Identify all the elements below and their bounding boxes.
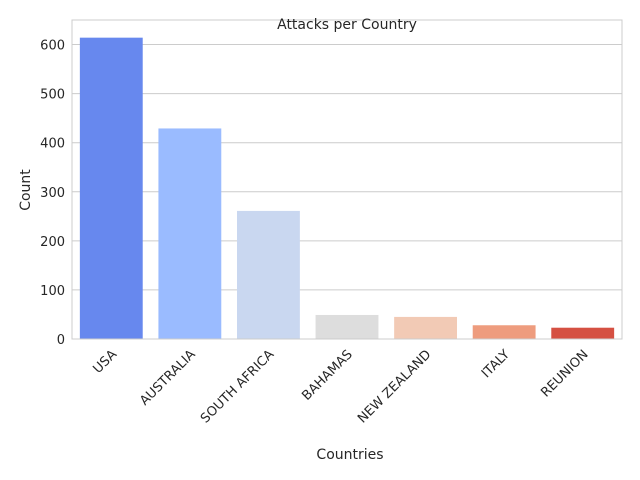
chart-title: Attacks per Country <box>277 17 417 33</box>
bar-usa <box>79 37 143 339</box>
bars <box>79 37 615 339</box>
bar-new-zealand <box>394 316 457 339</box>
x-tick-label: AUSTRALIA <box>137 347 199 409</box>
y-tick-labels: 0 100 200 300 400 500 600 <box>40 39 65 348</box>
y-tick-label: 300 <box>40 186 65 201</box>
plot-area <box>72 20 622 339</box>
y-tick-label: 0 <box>57 333 65 348</box>
y-tick-label: 500 <box>40 88 65 103</box>
plot-frame <box>71 19 623 340</box>
x-tick-label: USA <box>90 347 120 377</box>
y-tick-label: 400 <box>40 137 65 152</box>
y-tick-label: 600 <box>40 39 65 54</box>
x-tick-labels: USA AUSTRALIA SOUTH AFRICA BAHAMAS NEW ZEALA… <box>90 347 591 426</box>
bar-reunion <box>551 327 615 339</box>
x-tick-label: ITALY <box>479 347 513 381</box>
x-tick-label: BAHAMAS <box>299 347 355 403</box>
y-axis-label: Count <box>18 169 34 211</box>
y-tick-label: 200 <box>40 235 65 250</box>
x-tick-label: SOUTH AFRICA <box>198 347 277 426</box>
x-tick-label: NEW ZEALAND <box>355 347 434 426</box>
y-tick-label: 100 <box>40 284 65 299</box>
bar-south-africa <box>237 210 300 339</box>
x-tick-label: REUNION <box>538 347 591 400</box>
bar-bahamas <box>315 314 379 339</box>
bar-australia <box>158 128 222 339</box>
bar-italy <box>472 325 536 339</box>
x-axis-label: Countries <box>316 447 383 463</box>
